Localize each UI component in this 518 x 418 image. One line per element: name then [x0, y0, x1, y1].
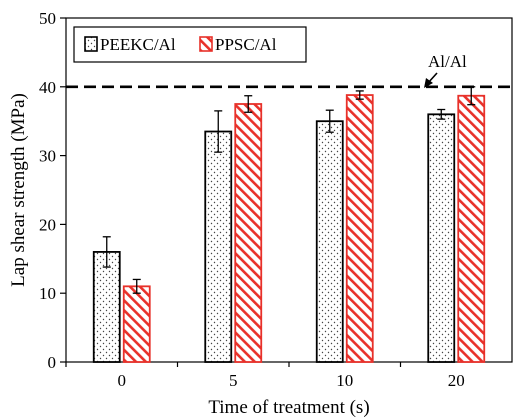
bar-peekc-al-5: [204, 130, 233, 363]
legend-swatch-ppsc-al: [199, 36, 213, 52]
axes-layer: 0 10 20 30 40 50 0 5 10 20: [39, 9, 465, 390]
legend-swatch-peekc-al: [84, 36, 98, 52]
error-bar-peekc-al-5: [214, 110, 223, 153]
y-tick-label-40: 40: [39, 78, 56, 97]
legend-label-peekc-al: PEEKC/Al: [100, 35, 176, 54]
error-bar-peekc-al-10: [325, 109, 334, 133]
y-tick-label-20: 20: [39, 215, 56, 234]
bar-ppsc-al-0: [122, 285, 151, 363]
error-bar-peekc-al-20: [437, 108, 446, 120]
error-bar-peekc-al-0: [102, 236, 111, 268]
x-tick-label-20: 20: [448, 371, 465, 390]
bars-layer: [92, 86, 486, 363]
reference-arrow-icon: [424, 72, 438, 88]
bar-ppsc-al-5: [234, 103, 263, 363]
y-tick-label-50: 50: [39, 9, 56, 28]
bar-peekc-al-0: [92, 251, 121, 363]
legend-label-ppsc-al: PPSC/Al: [215, 35, 277, 54]
legend-box: [73, 26, 307, 63]
y-tick-label-0: 0: [48, 353, 57, 372]
y-tick-label-30: 30: [39, 147, 56, 166]
x-tick-label-5: 5: [229, 371, 238, 390]
x-axis-label: Time of treatment (s): [208, 397, 369, 418]
bar-peekc-al-20: [427, 113, 456, 363]
x-tick-label-0: 0: [118, 371, 127, 390]
bar-peekc-al-10: [315, 120, 344, 363]
error-bar-ppsc-al-10: [355, 90, 364, 100]
error-bar-ppsc-al-0: [132, 278, 141, 294]
reference-line-label: Al/Al: [428, 52, 467, 71]
y-tick-label-10: 10: [39, 284, 56, 303]
error-bar-ppsc-al-5: [244, 95, 253, 113]
y-axis-label: Lap shear strength (MPa): [8, 93, 29, 287]
bar-ppsc-al-20: [457, 94, 486, 363]
legend: PEEKC/Al PPSC/Al: [73, 26, 307, 63]
bar-ppsc-al-10: [345, 94, 374, 363]
x-tick-label-10: 10: [336, 371, 353, 390]
